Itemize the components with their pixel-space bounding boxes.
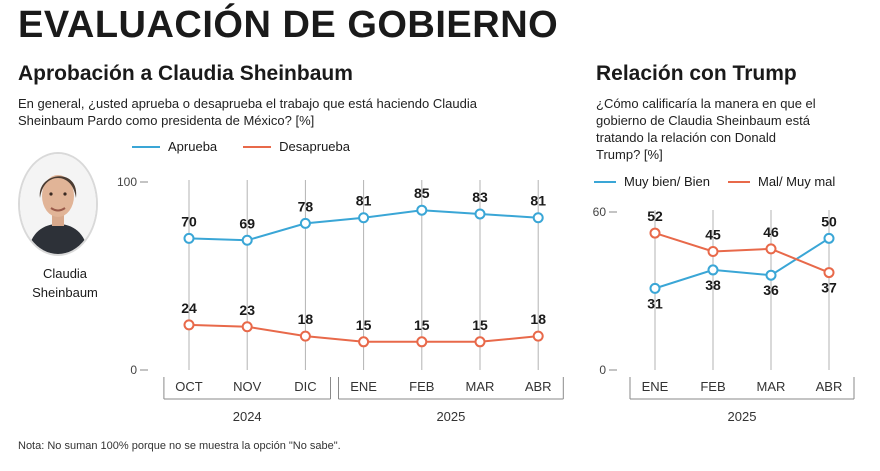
- trump-data-label: 36: [763, 282, 779, 298]
- approval-x-tick-label: NOV: [233, 379, 262, 394]
- approval-x-tick-label: ENE: [350, 379, 377, 394]
- approval-legend: Aprueba Desaprueba: [132, 139, 376, 154]
- approval-question: En general, ¿usted aprueba o desaprueba …: [18, 95, 558, 129]
- approval-year-label: 2024: [233, 409, 262, 424]
- approval-x-tick-label: OCT: [175, 379, 203, 394]
- approval-data-label: 15: [472, 317, 488, 333]
- legend-item-muy-bien: Muy bien/ Bien: [594, 174, 710, 189]
- approval-point: [358, 336, 370, 348]
- trump-point: [707, 264, 719, 276]
- approval-question-line-1: En general, ¿usted aprueba o desaprueba …: [18, 96, 477, 111]
- approval-point: [299, 330, 311, 342]
- trump-question-line-4: Trump? [%]: [596, 147, 663, 162]
- approval-x-tick-label: MAR: [466, 379, 495, 394]
- trump-point: [649, 227, 661, 239]
- legend-item-mal: Mal/ Muy mal: [728, 174, 835, 189]
- approval-subtitle: Aprobación a Claudia Sheinbaum: [18, 62, 353, 85]
- trump-x-tick-label: MAR: [757, 379, 786, 394]
- trump-question: ¿Cómo calificaría la manera en que el go…: [596, 95, 866, 163]
- legend-swatch-aprueba: [132, 145, 160, 148]
- legend-label-desaprueba: Desaprueba: [279, 139, 350, 154]
- trump-subtitle: Relación con Trump: [596, 62, 797, 85]
- trump-data-label: 45: [705, 227, 721, 243]
- approval-y-tick-label: 100: [117, 175, 137, 189]
- photo-caption: Claudia Sheinbaum: [22, 264, 108, 302]
- approval-data-label: 18: [298, 311, 314, 327]
- approval-x-tick-label: FEB: [409, 379, 434, 394]
- trump-y-tick-label: 60: [593, 205, 607, 219]
- trump-question-line-3: tratando la relación con Donald: [596, 130, 776, 145]
- approval-point: [474, 336, 486, 348]
- approval-x-tick-label: ABR: [525, 379, 552, 394]
- approval-point: [241, 321, 253, 333]
- approval-data-label: 78: [298, 198, 314, 214]
- approval-point: [299, 217, 311, 229]
- approval-y-tick-label: 0: [130, 363, 137, 377]
- legend-item-aprueba: Aprueba: [132, 139, 217, 154]
- trump-y-tick-label: 0: [599, 363, 606, 377]
- trump-x-tick-label: ENE: [642, 379, 669, 394]
- trump-data-label: 31: [647, 295, 663, 311]
- trump-year-label: 2025: [728, 409, 757, 424]
- legend-swatch-muy-bien: [594, 180, 616, 183]
- trump-point: [823, 267, 835, 279]
- approval-point: [532, 330, 544, 342]
- approval-data-label: 81: [530, 193, 546, 209]
- photo-caption-first-name: Claudia: [42, 266, 88, 281]
- approval-x-tick-label: DIC: [294, 379, 316, 394]
- approval-data-label: 15: [414, 317, 430, 333]
- trump-data-label: 37: [821, 280, 837, 296]
- avatar: [18, 152, 98, 256]
- approval-point: [241, 234, 253, 246]
- trump-question-line-1: ¿Cómo calificaría la manera en que el: [596, 96, 816, 111]
- approval-data-label: 85: [414, 185, 430, 201]
- approval-point: [183, 232, 195, 244]
- legend-swatch-mal: [728, 180, 750, 183]
- trump-data-label: 38: [705, 277, 721, 293]
- trump-point: [649, 282, 661, 294]
- trump-point: [823, 232, 835, 244]
- trump-x-tick-label: ABR: [816, 379, 843, 394]
- approval-data-label: 83: [472, 189, 488, 205]
- approval-data-label: 81: [356, 193, 372, 209]
- approval-year-label: 2025: [436, 409, 465, 424]
- trump-x-tick-label: FEB: [700, 379, 725, 394]
- approval-data-label: 18: [530, 311, 546, 327]
- trump-question-line-2: gobierno de Claudia Sheinbaum está: [596, 113, 810, 128]
- trump-point: [707, 246, 719, 257]
- footnote: Nota: No suman 100% porque no se muestra…: [18, 440, 341, 452]
- photo-caption-last-name: Sheinbaum: [32, 285, 98, 300]
- approval-point: [183, 319, 195, 331]
- approval-data-label: 69: [239, 215, 255, 231]
- approval-point: [358, 212, 370, 224]
- trump-point: [765, 243, 777, 255]
- approval-point: [416, 204, 428, 216]
- page-title: EVALUACIÓN DE GOBIERNO: [18, 4, 559, 46]
- legend-label-muy-bien: Muy bien/ Bien: [624, 174, 710, 189]
- legend-label-mal: Mal/ Muy mal: [758, 174, 836, 189]
- portrait-illustration: [20, 154, 96, 254]
- legend-label-aprueba: Aprueba: [168, 139, 218, 154]
- trump-series-line: [654, 237, 830, 290]
- approval-data-label: 15: [356, 317, 372, 333]
- trump-data-label: 52: [647, 208, 663, 224]
- legend-item-desaprueba: Desaprueba: [243, 139, 350, 154]
- approval-point: [532, 212, 544, 224]
- trump-point: [765, 269, 777, 281]
- approval-data-label: 24: [181, 300, 197, 316]
- approval-point: [416, 336, 428, 348]
- approval-question-line-2: Sheinbaum Pardo como presidenta de Méxic…: [18, 113, 315, 128]
- trump-data-label: 50: [821, 213, 837, 229]
- trump-legend: Muy bien/ Bien Mal/ Muy mal: [594, 174, 835, 189]
- legend-swatch-desaprueba: [243, 145, 272, 148]
- approval-data-label: 23: [239, 302, 255, 318]
- approval-point: [474, 208, 486, 220]
- trump-data-label: 46: [763, 224, 779, 240]
- approval-data-label: 70: [181, 213, 197, 229]
- trump-series-line: [654, 232, 830, 274]
